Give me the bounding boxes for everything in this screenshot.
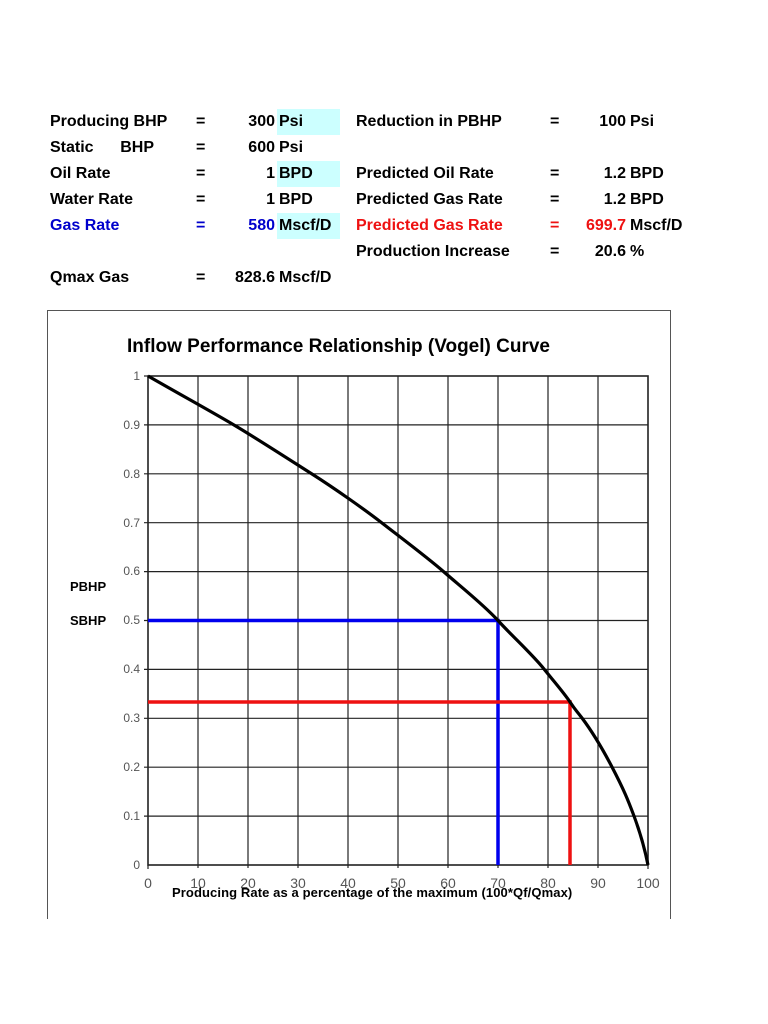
water-rate-value[interactable]: 1 <box>266 191 275 208</box>
x-tick-labels: 0 10 20 30 40 50 60 70 80 90 100 <box>144 875 660 891</box>
gas-rate-value[interactable]: 580 <box>248 217 275 234</box>
equals-sign: = <box>196 113 206 130</box>
production-increase-label: Production Increase <box>356 243 510 260</box>
svg-text:0.5: 0.5 <box>123 613 140 627</box>
predicted-oil-rate-label: Predicted Oil Rate <box>356 165 494 182</box>
svg-text:40: 40 <box>340 875 356 891</box>
equals-sign: = <box>550 243 560 260</box>
gas-rate-label: Gas Rate <box>50 217 120 234</box>
water-rate-label: Water Rate <box>50 191 133 208</box>
predicted-water-rate-label: Predicted Gas Rate <box>356 191 503 208</box>
equals-sign: = <box>196 217 206 234</box>
static-bhp-value[interactable]: 600 <box>248 139 275 156</box>
oil-rate-value[interactable]: 1 <box>266 165 275 182</box>
predicted-operating-lines <box>148 700 572 865</box>
svg-text:10: 10 <box>190 875 206 891</box>
current-operating-lines <box>148 618 500 865</box>
producing-bhp-value[interactable]: 300 <box>248 113 275 130</box>
svg-text:0: 0 <box>144 875 152 891</box>
x-axis-label: Producing Rate as a percentage of the ma… <box>172 885 573 900</box>
y-tick-labels: 0 0.1 0.2 0.3 0.4 0.5 0.6 0.7 0.8 0.9 1 <box>123 369 140 872</box>
chart-title: Inflow Performance Relationship (Vogel) … <box>127 336 550 357</box>
reduction-pbhp-label: Reduction in PBHP <box>356 113 502 130</box>
oil-rate-unit: BPD <box>277 161 340 187</box>
oil-rate-label: Oil Rate <box>50 165 111 182</box>
svg-text:0.8: 0.8 <box>123 467 140 481</box>
equals-sign: = <box>550 217 560 234</box>
predicted-water-rate-value: 1.2 <box>603 191 626 208</box>
producing-bhp-label: Producing BHP <box>50 113 168 130</box>
production-increase-unit: % <box>630 243 645 260</box>
vogel-curve <box>147 374 650 866</box>
svg-text:60: 60 <box>440 875 456 891</box>
svg-text:0.3: 0.3 <box>123 711 140 725</box>
svg-text:0.6: 0.6 <box>123 564 140 578</box>
svg-text:20: 20 <box>240 875 256 891</box>
svg-text:100: 100 <box>636 875 660 891</box>
svg-text:70: 70 <box>490 875 506 891</box>
svg-text:0.4: 0.4 <box>123 662 140 676</box>
equals-sign: = <box>550 165 560 182</box>
svg-text:0.9: 0.9 <box>123 418 140 432</box>
svg-text:0.2: 0.2 <box>123 760 140 774</box>
chart-frame <box>47 310 671 919</box>
svg-text:0.7: 0.7 <box>123 516 140 530</box>
svg-text:0.1: 0.1 <box>123 809 140 823</box>
svg-text:50: 50 <box>390 875 406 891</box>
svg-text:0: 0 <box>133 858 140 872</box>
producing-bhp-unit: Psi <box>277 109 340 135</box>
svg-text:90: 90 <box>590 875 606 891</box>
svg-text:30: 30 <box>290 875 306 891</box>
y-axis-label-pbhp: PBHP <box>70 579 107 594</box>
equals-sign: = <box>196 269 206 286</box>
qmax-gas-label: Qmax Gas <box>50 269 130 286</box>
gas-rate-unit: Mscf/D <box>277 213 340 239</box>
reduction-pbhp-value[interactable]: 100 <box>599 113 626 130</box>
predicted-oil-rate-value: 1.2 <box>603 165 626 182</box>
svg-text:1: 1 <box>133 369 140 383</box>
equals-sign: = <box>550 113 560 130</box>
equals-sign: = <box>196 139 206 156</box>
reduction-pbhp-unit: Psi <box>630 113 655 130</box>
equals-sign: = <box>196 191 206 208</box>
y-axis-label-sbhp: SBHP <box>70 613 107 628</box>
qmax-gas-unit: Mscf/D <box>279 269 332 286</box>
qmax-gas-value: 828.6 <box>234 269 275 286</box>
predicted-gas-rate-label: Predicted Gas Rate <box>356 217 503 234</box>
predicted-water-rate-unit: BPD <box>630 191 664 208</box>
predicted-gas-rate-value: 699.7 <box>585 217 626 234</box>
predicted-gas-rate-unit: Mscf/D <box>630 217 683 234</box>
grid <box>144 375 649 869</box>
static-bhp-label: Static BHP <box>50 139 155 156</box>
static-bhp-unit: Psi <box>279 139 304 156</box>
production-increase-value: 20.6 <box>594 243 626 260</box>
equals-sign: = <box>550 191 560 208</box>
predicted-oil-rate-unit: BPD <box>630 165 664 182</box>
equals-sign: = <box>196 165 206 182</box>
water-rate-unit: BPD <box>279 191 313 208</box>
svg-text:80: 80 <box>540 875 556 891</box>
